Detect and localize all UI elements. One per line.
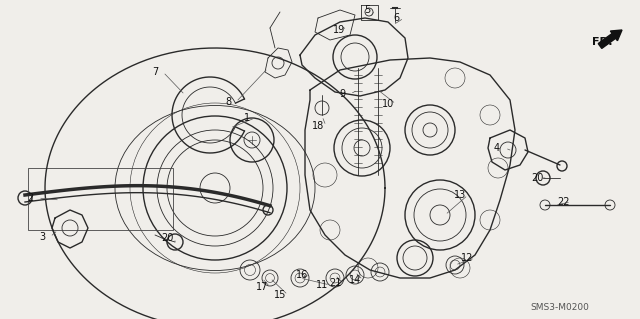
FancyArrow shape xyxy=(598,30,622,48)
Text: 14: 14 xyxy=(349,275,361,285)
Text: 3: 3 xyxy=(39,232,45,242)
Text: 9: 9 xyxy=(339,89,345,99)
Text: 4: 4 xyxy=(494,143,500,153)
Text: FR.: FR. xyxy=(592,37,612,47)
Text: 1: 1 xyxy=(244,113,250,123)
Text: 22: 22 xyxy=(557,197,569,207)
Text: 7: 7 xyxy=(152,67,158,77)
Text: 20: 20 xyxy=(161,233,173,243)
Text: 18: 18 xyxy=(312,121,324,131)
Text: 17: 17 xyxy=(256,282,268,292)
Text: 2: 2 xyxy=(27,193,33,203)
Text: 12: 12 xyxy=(461,253,473,263)
Bar xyxy=(28,168,173,230)
Text: 21: 21 xyxy=(329,278,341,288)
Text: 19: 19 xyxy=(333,25,345,35)
Text: 16: 16 xyxy=(296,270,308,280)
Text: 15: 15 xyxy=(274,290,286,300)
Text: 6: 6 xyxy=(393,13,399,23)
Text: 13: 13 xyxy=(454,190,466,200)
Text: 8: 8 xyxy=(225,97,231,107)
Text: SMS3-M0200: SMS3-M0200 xyxy=(530,303,589,313)
Text: 5: 5 xyxy=(364,5,370,15)
Text: 20: 20 xyxy=(531,173,543,183)
Text: 10: 10 xyxy=(382,99,394,109)
Text: 11: 11 xyxy=(316,280,328,290)
